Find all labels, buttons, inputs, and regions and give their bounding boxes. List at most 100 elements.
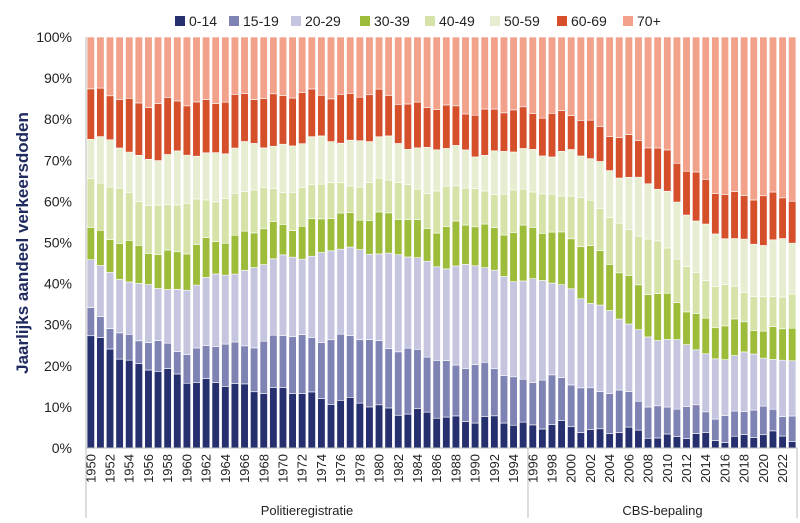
bar-segment-20-29	[154, 288, 163, 341]
bar-stack-1951	[96, 36, 105, 449]
bar-segment-30-39	[595, 250, 605, 306]
bar-segment-60-69	[336, 94, 345, 144]
bar-segment-70+	[346, 36, 355, 94]
bar-segment-40-49	[317, 183, 326, 220]
bar-segment-0-14	[586, 429, 595, 449]
bar-segment-0-14	[192, 382, 201, 449]
bar-segment-15-19	[788, 415, 797, 442]
bar-segment-40-49	[278, 192, 288, 225]
x-tick-label: 1972	[295, 454, 310, 483]
bar-segment-50-59	[509, 151, 518, 191]
bar-segment-0-14	[317, 398, 326, 449]
bar-segment-40-49	[499, 193, 508, 236]
bar-segment-60-69	[154, 103, 163, 161]
bar-stack-1971	[288, 36, 297, 449]
y-tick-label: 0%	[52, 440, 72, 456]
bar-segment-30-39	[567, 238, 576, 290]
bar-segment-50-59	[211, 152, 220, 203]
bar-segment-70+	[615, 36, 624, 138]
y-axis-ticks: 0% 10% 20% 30% 40% 50% 60% 70% 80% 90% 100%	[36, 29, 72, 456]
y-tick-label: 30%	[44, 317, 72, 333]
legend-swatch	[557, 16, 567, 26]
bar-segment-15-19	[692, 404, 701, 434]
bar-segment-20-29	[288, 256, 297, 337]
bar-segment-15-19	[653, 405, 662, 439]
bar-segment-20-29	[365, 253, 374, 340]
bar-segment-30-39	[461, 224, 470, 265]
bar-segment-40-49	[538, 193, 547, 234]
bar-stack-2013	[692, 36, 701, 449]
bar-segment-0-14	[538, 428, 547, 449]
bar-stack-1983	[403, 36, 412, 449]
bar-segment-0-14	[509, 424, 518, 449]
bar-segment-40-49	[653, 240, 662, 294]
bar-segment-60-69	[557, 110, 566, 152]
bar-segment-40-49	[269, 188, 278, 222]
bar-segment-30-39	[163, 249, 172, 290]
bar-segment-30-39	[326, 218, 336, 252]
bar-segment-40-49	[326, 182, 336, 220]
bar-segment-50-59	[768, 239, 778, 297]
bar-segment-20-29	[442, 268, 451, 361]
bar-segment-0-14	[144, 369, 153, 449]
bar-segment-70+	[788, 36, 797, 202]
bars	[86, 36, 797, 449]
bar-segment-15-19	[768, 408, 778, 432]
bar-segment-15-19	[250, 347, 259, 393]
bar-segment-20-29	[672, 339, 681, 410]
x-tick-label: 1996	[525, 454, 540, 483]
bar-segment-0-14	[644, 437, 653, 449]
y-tick-label: 10%	[44, 399, 72, 415]
bar-segment-15-19	[288, 336, 297, 394]
bar-segment-15-19	[278, 335, 288, 388]
bar-segment-40-49	[125, 192, 134, 241]
bar-segment-20-29	[105, 272, 115, 329]
bar-segment-40-49	[528, 191, 537, 228]
bar-segment-15-19	[509, 376, 518, 426]
bar-segment-0-14	[423, 411, 432, 449]
bar-segment-30-39	[576, 246, 585, 300]
bar-segment-0-14	[384, 407, 393, 449]
x-tick-label: 1998	[544, 454, 559, 483]
bar-segment-60-69	[403, 103, 412, 150]
bar-segment-15-19	[624, 391, 633, 428]
bar-segment-70+	[461, 36, 470, 115]
bar-segment-40-49	[96, 182, 105, 231]
bar-segment-40-49	[730, 285, 739, 320]
bar-segment-70+	[269, 36, 278, 95]
bar-stack-2017	[730, 36, 739, 449]
bar-segment-15-19	[759, 405, 768, 436]
bar-segment-70+	[442, 36, 451, 106]
bar-segment-40-49	[624, 229, 633, 276]
bar-segment-70+	[778, 36, 787, 199]
bar-segment-70+	[423, 36, 432, 108]
bar-segment-20-29	[432, 266, 441, 361]
bar-segment-30-39	[192, 244, 201, 286]
bar-segment-50-59	[624, 176, 633, 230]
bar-segment-20-29	[567, 288, 576, 386]
bar-segment-20-29	[576, 298, 585, 389]
bar-segment-70+	[86, 36, 95, 90]
bar-segment-50-59	[125, 151, 134, 193]
bar-segment-30-39	[374, 211, 384, 255]
bar-stack-1950	[86, 36, 95, 449]
bar-segment-60-69	[394, 104, 403, 144]
bar-stack-1953	[115, 36, 124, 449]
bar-segment-0-14	[163, 368, 172, 449]
bar-segment-15-19	[586, 387, 595, 431]
bar-stack-1960	[182, 36, 191, 449]
bar-segment-20-29	[355, 249, 364, 341]
bar-segment-60-69	[788, 200, 797, 244]
bar-segment-50-59	[519, 148, 528, 190]
legend-item-50-59: 50-59	[490, 13, 540, 29]
bar-segment-70+	[538, 36, 547, 119]
bar-segment-50-59	[326, 141, 336, 183]
bar-segment-20-29	[317, 252, 326, 343]
bar-segment-15-19	[182, 354, 191, 384]
bar-segment-20-29	[125, 281, 134, 335]
bar-segment-50-59	[576, 155, 585, 198]
legend-label: 70+	[637, 13, 661, 29]
x-tick-label: 1966	[237, 454, 252, 483]
bar-segment-50-59	[202, 152, 211, 201]
x-tick-label: 2018	[737, 454, 752, 483]
